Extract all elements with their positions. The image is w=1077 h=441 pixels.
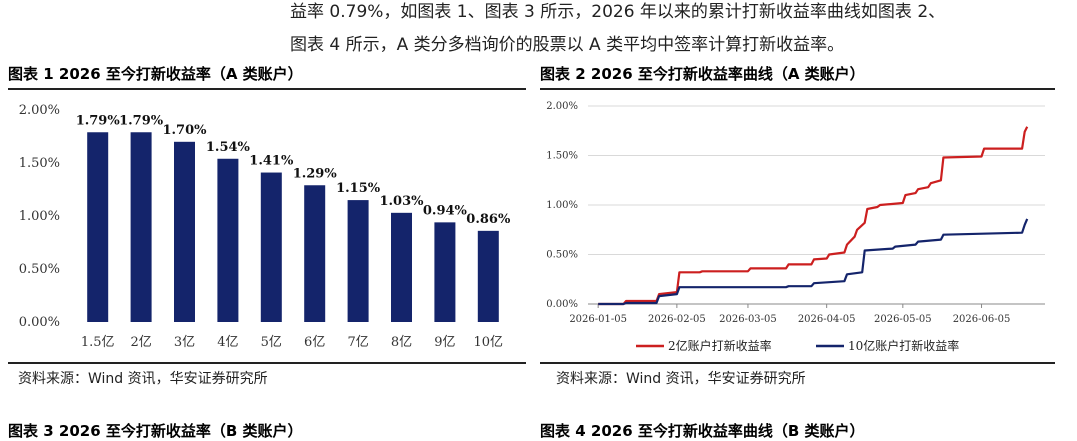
figure-1-title: 图表 1 2026 至今打新收益率（A 类账户） <box>8 65 303 83</box>
bar <box>217 158 239 322</box>
y-tick-label: 0.50% <box>546 250 578 261</box>
series-line <box>598 218 1029 306</box>
line-chart-axes: 0.00% 0.50% 1.00% 1.50% 2.00% 2026-01-05 2026-… <box>546 101 1045 325</box>
bar-chart-x-axis-labels: 1.5亿 2亿 3亿 4亿 5亿 6亿 7亿 8亿 9亿 10亿 <box>81 335 503 350</box>
x-tick-label: 1.5亿 <box>81 335 115 350</box>
bar-value-label: 1.79% <box>76 113 121 128</box>
bar-value-label: 1.70% <box>162 123 207 138</box>
y-tick-label: 1.00% <box>19 209 60 224</box>
figure-1-source: 资料来源：Wind 资讯，华安证券研究所 <box>18 371 268 387</box>
intro-paragraph-line-2: 图表 4 所示，A 类分多档询价的股票以 A 类平均中签率计算打新收益率。 <box>290 35 845 55</box>
x-tick-label: 3亿 <box>174 335 195 350</box>
bar-value-label: 1.03% <box>379 194 424 209</box>
bar-chart-y-axis-labels: 0.00% 0.50% 1.00% 1.50% 2.00% <box>19 103 60 330</box>
bar-value-label: 1.15% <box>336 181 381 196</box>
x-tick-label: 2026-02-05 <box>648 314 706 325</box>
x-tick-label: 2026-03-05 <box>719 314 777 325</box>
bar-value-label: 0.94% <box>423 203 468 218</box>
y-tick-label: 0.00% <box>546 299 578 310</box>
bar-value-label: 1.29% <box>293 166 338 181</box>
y-tick-label: 2.00% <box>546 101 578 112</box>
figure-1-top-rule <box>8 88 526 90</box>
y-tick-label: 0.00% <box>19 315 60 330</box>
bar <box>347 200 369 322</box>
bar-value-label: 1.41% <box>249 154 294 169</box>
line-chart-legend: 2亿账户打新收益率 10亿账户打新收益率 <box>636 338 959 353</box>
line-chart: 0.00% 0.50% 1.00% 1.50% 2.00% 2026-01-05 2026-… <box>546 101 1045 353</box>
figure-3-title: 图表 3 2026 至今打新收益率（B 类账户） <box>8 422 303 440</box>
x-tick-label: 2026-01-05 <box>569 314 627 325</box>
figure-2-title: 图表 2 2026 至今打新收益率曲线（A 类账户） <box>540 65 865 83</box>
bar <box>391 212 412 322</box>
y-tick-label: 0.50% <box>19 262 60 277</box>
bar <box>260 172 282 322</box>
x-tick-label: 2026-05-05 <box>874 314 932 325</box>
x-tick-label: 6亿 <box>304 335 325 350</box>
x-tick-label: 7亿 <box>347 335 368 350</box>
figure-2-source: 资料来源：Wind 资讯，华安证券研究所 <box>556 371 806 387</box>
line-chart-gridlines <box>588 105 1045 255</box>
x-tick-label: 2亿 <box>130 335 151 350</box>
line-chart-series <box>598 126 1029 306</box>
bar <box>130 132 152 322</box>
legend-label: 10亿账户打新收益率 <box>848 338 959 353</box>
bar-value-label: 1.79% <box>119 113 164 128</box>
bar-value-label: 1.54% <box>206 140 251 155</box>
y-tick-label: 1.00% <box>546 200 578 211</box>
x-tick-label: 5亿 <box>261 335 282 350</box>
bar-chart: 0.00%0.50%1.00%1.50%2.00% 1.79% 1.79%1.70… <box>19 103 511 350</box>
x-tick-label: 2026-06-05 <box>953 314 1011 325</box>
figure-2-top-rule <box>540 88 1055 90</box>
bar <box>434 222 456 322</box>
x-tick-label: 2026-04-05 <box>798 314 856 325</box>
figure-4-title: 图表 4 2026 至今打新收益率曲线（B 类账户） <box>540 422 865 440</box>
intro-paragraph-line-1: 益率 0.79%，如图表 1、图表 3 所示，2026 年以来的累计打新收益率曲… <box>290 2 946 22</box>
x-tick-label: 8亿 <box>391 335 412 350</box>
y-tick-label: 1.50% <box>546 151 578 162</box>
x-tick-label: 10亿 <box>474 335 504 350</box>
bar <box>87 132 109 322</box>
y-tick-label: 2.00% <box>19 103 60 118</box>
x-tick-label: 9亿 <box>434 335 455 350</box>
x-tick-label: 4亿 <box>217 335 238 350</box>
bar-value-label: 0.86% <box>466 212 511 227</box>
series-line <box>598 126 1029 306</box>
figure-2-bottom-rule <box>540 362 1055 364</box>
figure-1-bottom-rule <box>8 362 526 364</box>
y-tick-label: 1.50% <box>19 156 60 171</box>
bar <box>477 230 499 322</box>
legend-label: 2亿账户打新收益率 <box>668 338 772 353</box>
bar <box>174 141 195 322</box>
bar <box>304 185 326 322</box>
bar-chart-bars: 1.79% 1.79%1.70%1.54%1.41%1.29%1.15%1.03%… <box>76 113 511 322</box>
